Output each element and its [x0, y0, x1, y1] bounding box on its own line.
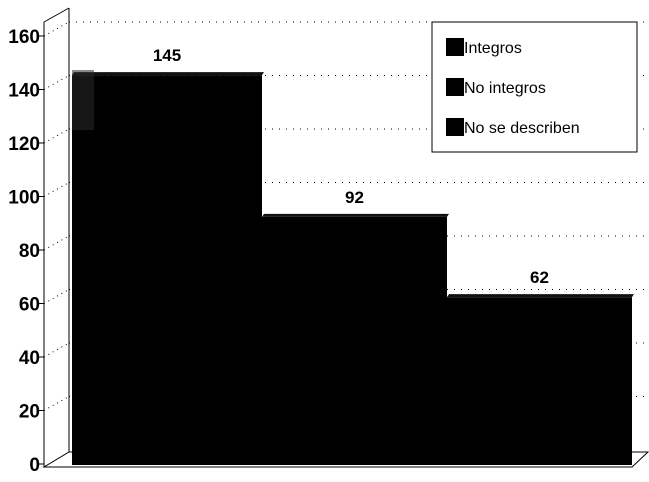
gridline-depth: [43, 128, 70, 144]
y-axis-top-depth: [43, 7, 70, 23]
gridline-depth: [43, 182, 70, 197]
y-tick-label: 160: [8, 27, 40, 48]
y-axis-ticks: 0 20 40 60 80 100 120 140 160: [8, 27, 44, 476]
legend-swatch: [446, 118, 464, 136]
chart-floor: [42, 451, 649, 468]
bar-top: [262, 213, 449, 217]
y-tick-label: 100: [8, 188, 40, 209]
gridline-depth: [43, 235, 70, 251]
data-label: 145: [153, 46, 181, 65]
legend-entry-label: No integros: [464, 80, 546, 97]
bar: [262, 216, 447, 465]
bar-top: [447, 294, 634, 298]
legend-swatch: [446, 38, 464, 56]
gridline-depth: [43, 75, 70, 90]
gridline-depth: [43, 342, 70, 358]
y-tick-label: 140: [8, 81, 40, 102]
data-labels: 145 92 62: [153, 46, 549, 287]
legend-swatch: [446, 78, 464, 96]
bar: [72, 75, 262, 465]
gridline-depth: [43, 396, 70, 411]
y-tick-label: 80: [19, 241, 40, 262]
bar-shading: [72, 70, 94, 130]
y-tick-label: 40: [19, 348, 40, 369]
data-label: 62: [530, 268, 549, 287]
bar: [447, 297, 632, 465]
bar-top: [72, 72, 264, 76]
y-tick-label: 0: [29, 455, 40, 476]
chart-axes: [42, 7, 649, 468]
y-tick-label: 20: [19, 402, 40, 423]
bars: [72, 70, 634, 465]
data-label: 92: [345, 188, 364, 207]
gridline-depth: [43, 289, 70, 304]
gridline-depth: [43, 21, 70, 37]
legend: Integros No integros No se describen: [431, 21, 638, 153]
legend-entry-label: Integros: [464, 40, 522, 57]
y-tick-label: 120: [8, 134, 40, 155]
legend-entry-label: No se describen: [464, 120, 580, 137]
legend-box: [431, 21, 638, 153]
y-tick-label: 60: [19, 295, 40, 316]
